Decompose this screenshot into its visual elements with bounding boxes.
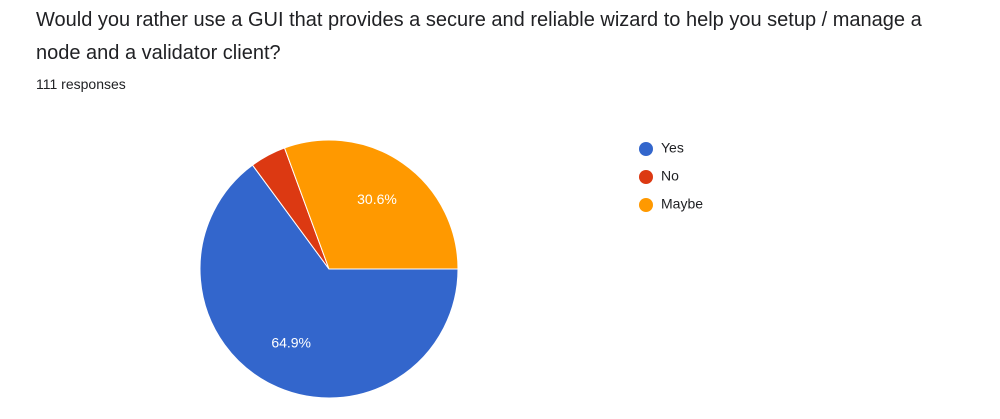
pie-slice	[283, 139, 459, 270]
response-count: 111 responses	[36, 76, 126, 92]
legend-swatch	[639, 198, 653, 212]
pie-slice	[199, 164, 459, 399]
slice-label: 64.9%	[271, 335, 311, 351]
legend-label: No	[661, 168, 679, 184]
legend-swatch	[639, 170, 653, 184]
slice-label: 30.6%	[357, 191, 397, 207]
legend-label: Maybe	[661, 196, 703, 212]
legend-swatch	[639, 142, 653, 156]
chart-title: Would you rather use a GUI that provides…	[36, 9, 922, 64]
legend-label: Yes	[661, 140, 684, 156]
